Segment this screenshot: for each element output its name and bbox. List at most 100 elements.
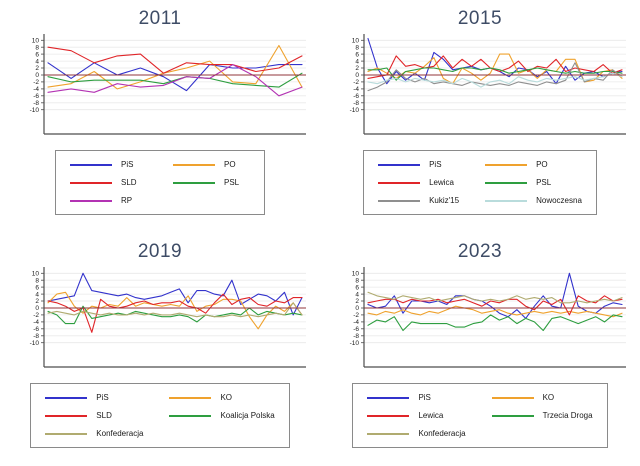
- legend-entry-nowoczesna: Nowoczesna: [485, 196, 582, 205]
- svg-text:0: 0: [35, 72, 39, 79]
- legend-entry-po: PO: [173, 160, 250, 169]
- legend-entry-lewica: Lewica: [378, 178, 459, 187]
- svg-text:8: 8: [355, 44, 359, 51]
- legend-entry-koalicja-polska: Koalicja Polska: [169, 411, 275, 420]
- svg-text:8: 8: [35, 277, 39, 284]
- legend-label: Konfederacja: [96, 429, 144, 438]
- legend-line-swatch: [70, 199, 112, 202]
- legend-entry-rp: RP: [70, 196, 147, 205]
- svg-text:-2: -2: [353, 312, 359, 319]
- svg-text:-6: -6: [33, 326, 39, 333]
- legend-line-swatch: [378, 181, 421, 184]
- legend-label: PiS: [418, 393, 431, 402]
- legend-line-swatch: [378, 199, 421, 202]
- svg-text:10: 10: [352, 271, 360, 278]
- legend-entry-kukiz-15: Kukiz'15: [378, 196, 459, 205]
- svg-text:2: 2: [35, 65, 39, 72]
- svg-text:0: 0: [355, 72, 359, 79]
- svg-text:6: 6: [35, 284, 39, 291]
- legend-label: PiS: [121, 160, 134, 169]
- svg-text:-8: -8: [353, 100, 359, 107]
- svg-text:4: 4: [35, 58, 39, 65]
- svg-text:10: 10: [32, 271, 40, 278]
- svg-text:2: 2: [355, 65, 359, 72]
- legend-label: Nowoczesna: [536, 196, 582, 205]
- svg-text:-2: -2: [33, 312, 39, 319]
- chart-legend: PiS PO Lewica PSL Kukiz'15 Nowoczesna: [363, 150, 597, 215]
- legend-entry-ko: KO: [491, 393, 593, 402]
- legend-entry-pis: PiS: [70, 160, 147, 169]
- legend-line-swatch: [491, 414, 534, 417]
- legend-line-swatch: [173, 181, 215, 184]
- legend-line-swatch: [70, 163, 112, 166]
- legend-label: KO: [542, 393, 555, 402]
- legend-line-swatch: [70, 181, 112, 184]
- legend-label: SLD: [121, 178, 137, 187]
- svg-text:-4: -4: [33, 86, 39, 93]
- svg-text:-4: -4: [353, 86, 359, 93]
- svg-text:-4: -4: [353, 319, 359, 326]
- legend-entry-po: PO: [485, 160, 582, 169]
- chart-legend: PiS PO SLD PSL RP: [55, 150, 265, 215]
- legend-label: Lewica: [418, 411, 444, 420]
- legend-line-swatch: [378, 163, 421, 166]
- svg-text:6: 6: [355, 284, 359, 291]
- legend-label: KO: [220, 393, 233, 402]
- svg-text:0: 0: [355, 305, 359, 312]
- chart-title: 2019: [137, 241, 183, 262]
- legend-label: Koalicja Polska: [220, 411, 275, 420]
- legend-line-swatch: [367, 432, 410, 435]
- svg-text:-10: -10: [350, 107, 360, 114]
- legend-entry-lewica: Lewica: [367, 411, 465, 420]
- svg-text:6: 6: [355, 51, 359, 58]
- legend-label: PO: [536, 160, 548, 169]
- svg-text:-2: -2: [33, 79, 39, 86]
- legend-entry-konfederacja: Konfederacja: [367, 429, 466, 438]
- svg-text:-10: -10: [30, 340, 40, 347]
- legend-entry-sld: SLD: [70, 178, 147, 187]
- legend-line-swatch: [45, 414, 88, 417]
- legend-entry-pis: PiS: [45, 393, 143, 402]
- legend-label: PiS: [429, 160, 442, 169]
- chart-title: 2023: [457, 241, 503, 262]
- legend-entry-konfederacja: Konfederacja: [45, 429, 143, 438]
- svg-text:0: 0: [35, 305, 39, 312]
- legend-entry-pis: PiS: [378, 160, 459, 169]
- chart-legend: PiS KO Lewica Trzecia Droga Konfederacja: [352, 383, 608, 448]
- chart-panel-2019: 2019 10 8 6 4 2 0 -2 -4 -6 -8 -10 PiS KO SLD Koalicja…: [0, 233, 320, 466]
- legend-label: Lewica: [429, 178, 454, 187]
- svg-text:-10: -10: [30, 107, 40, 114]
- legend-line-swatch: [367, 396, 410, 399]
- svg-text:-6: -6: [353, 93, 359, 100]
- legend-entry-trzecia-droga: Trzecia Droga: [491, 411, 593, 420]
- svg-text:6: 6: [35, 51, 39, 58]
- legend-line-swatch: [45, 432, 88, 435]
- svg-text:2: 2: [355, 298, 359, 305]
- chart-panel-2011: 2011 10 8 6 4 2 0 -2 -4 -6 -8 -10 PiS PO SLD PSL RP: [0, 0, 320, 233]
- svg-text:-10: -10: [350, 340, 360, 347]
- legend-label: Konfederacja: [418, 429, 466, 438]
- chart-title: 2011: [138, 8, 182, 29]
- legend-line-swatch: [367, 414, 410, 417]
- svg-text:10: 10: [32, 38, 40, 45]
- svg-text:8: 8: [355, 277, 359, 284]
- legend-entry-psl: PSL: [173, 178, 250, 187]
- svg-text:-6: -6: [33, 93, 39, 100]
- svg-text:4: 4: [35, 291, 39, 298]
- legend-label: Trzecia Droga: [542, 411, 593, 420]
- legend-label: RP: [121, 196, 133, 205]
- svg-text:-8: -8: [33, 333, 39, 340]
- svg-text:-6: -6: [353, 326, 359, 333]
- chart-panel-2015: 2015 10 8 6 4 2 0 -2 -4 -6 -8 -10 PiS PO Lewica PSL Ku…: [320, 0, 640, 233]
- legend-line-swatch: [485, 199, 528, 202]
- svg-text:10: 10: [352, 38, 360, 45]
- svg-text:-8: -8: [353, 333, 359, 340]
- chart-panel-2023: 2023 10 8 6 4 2 0 -2 -4 -6 -8 -10 PiS KO Lewica Trzec…: [320, 233, 640, 466]
- legend-line-swatch: [485, 181, 528, 184]
- svg-text:4: 4: [355, 291, 359, 298]
- legend-entry-pis: PiS: [367, 393, 465, 402]
